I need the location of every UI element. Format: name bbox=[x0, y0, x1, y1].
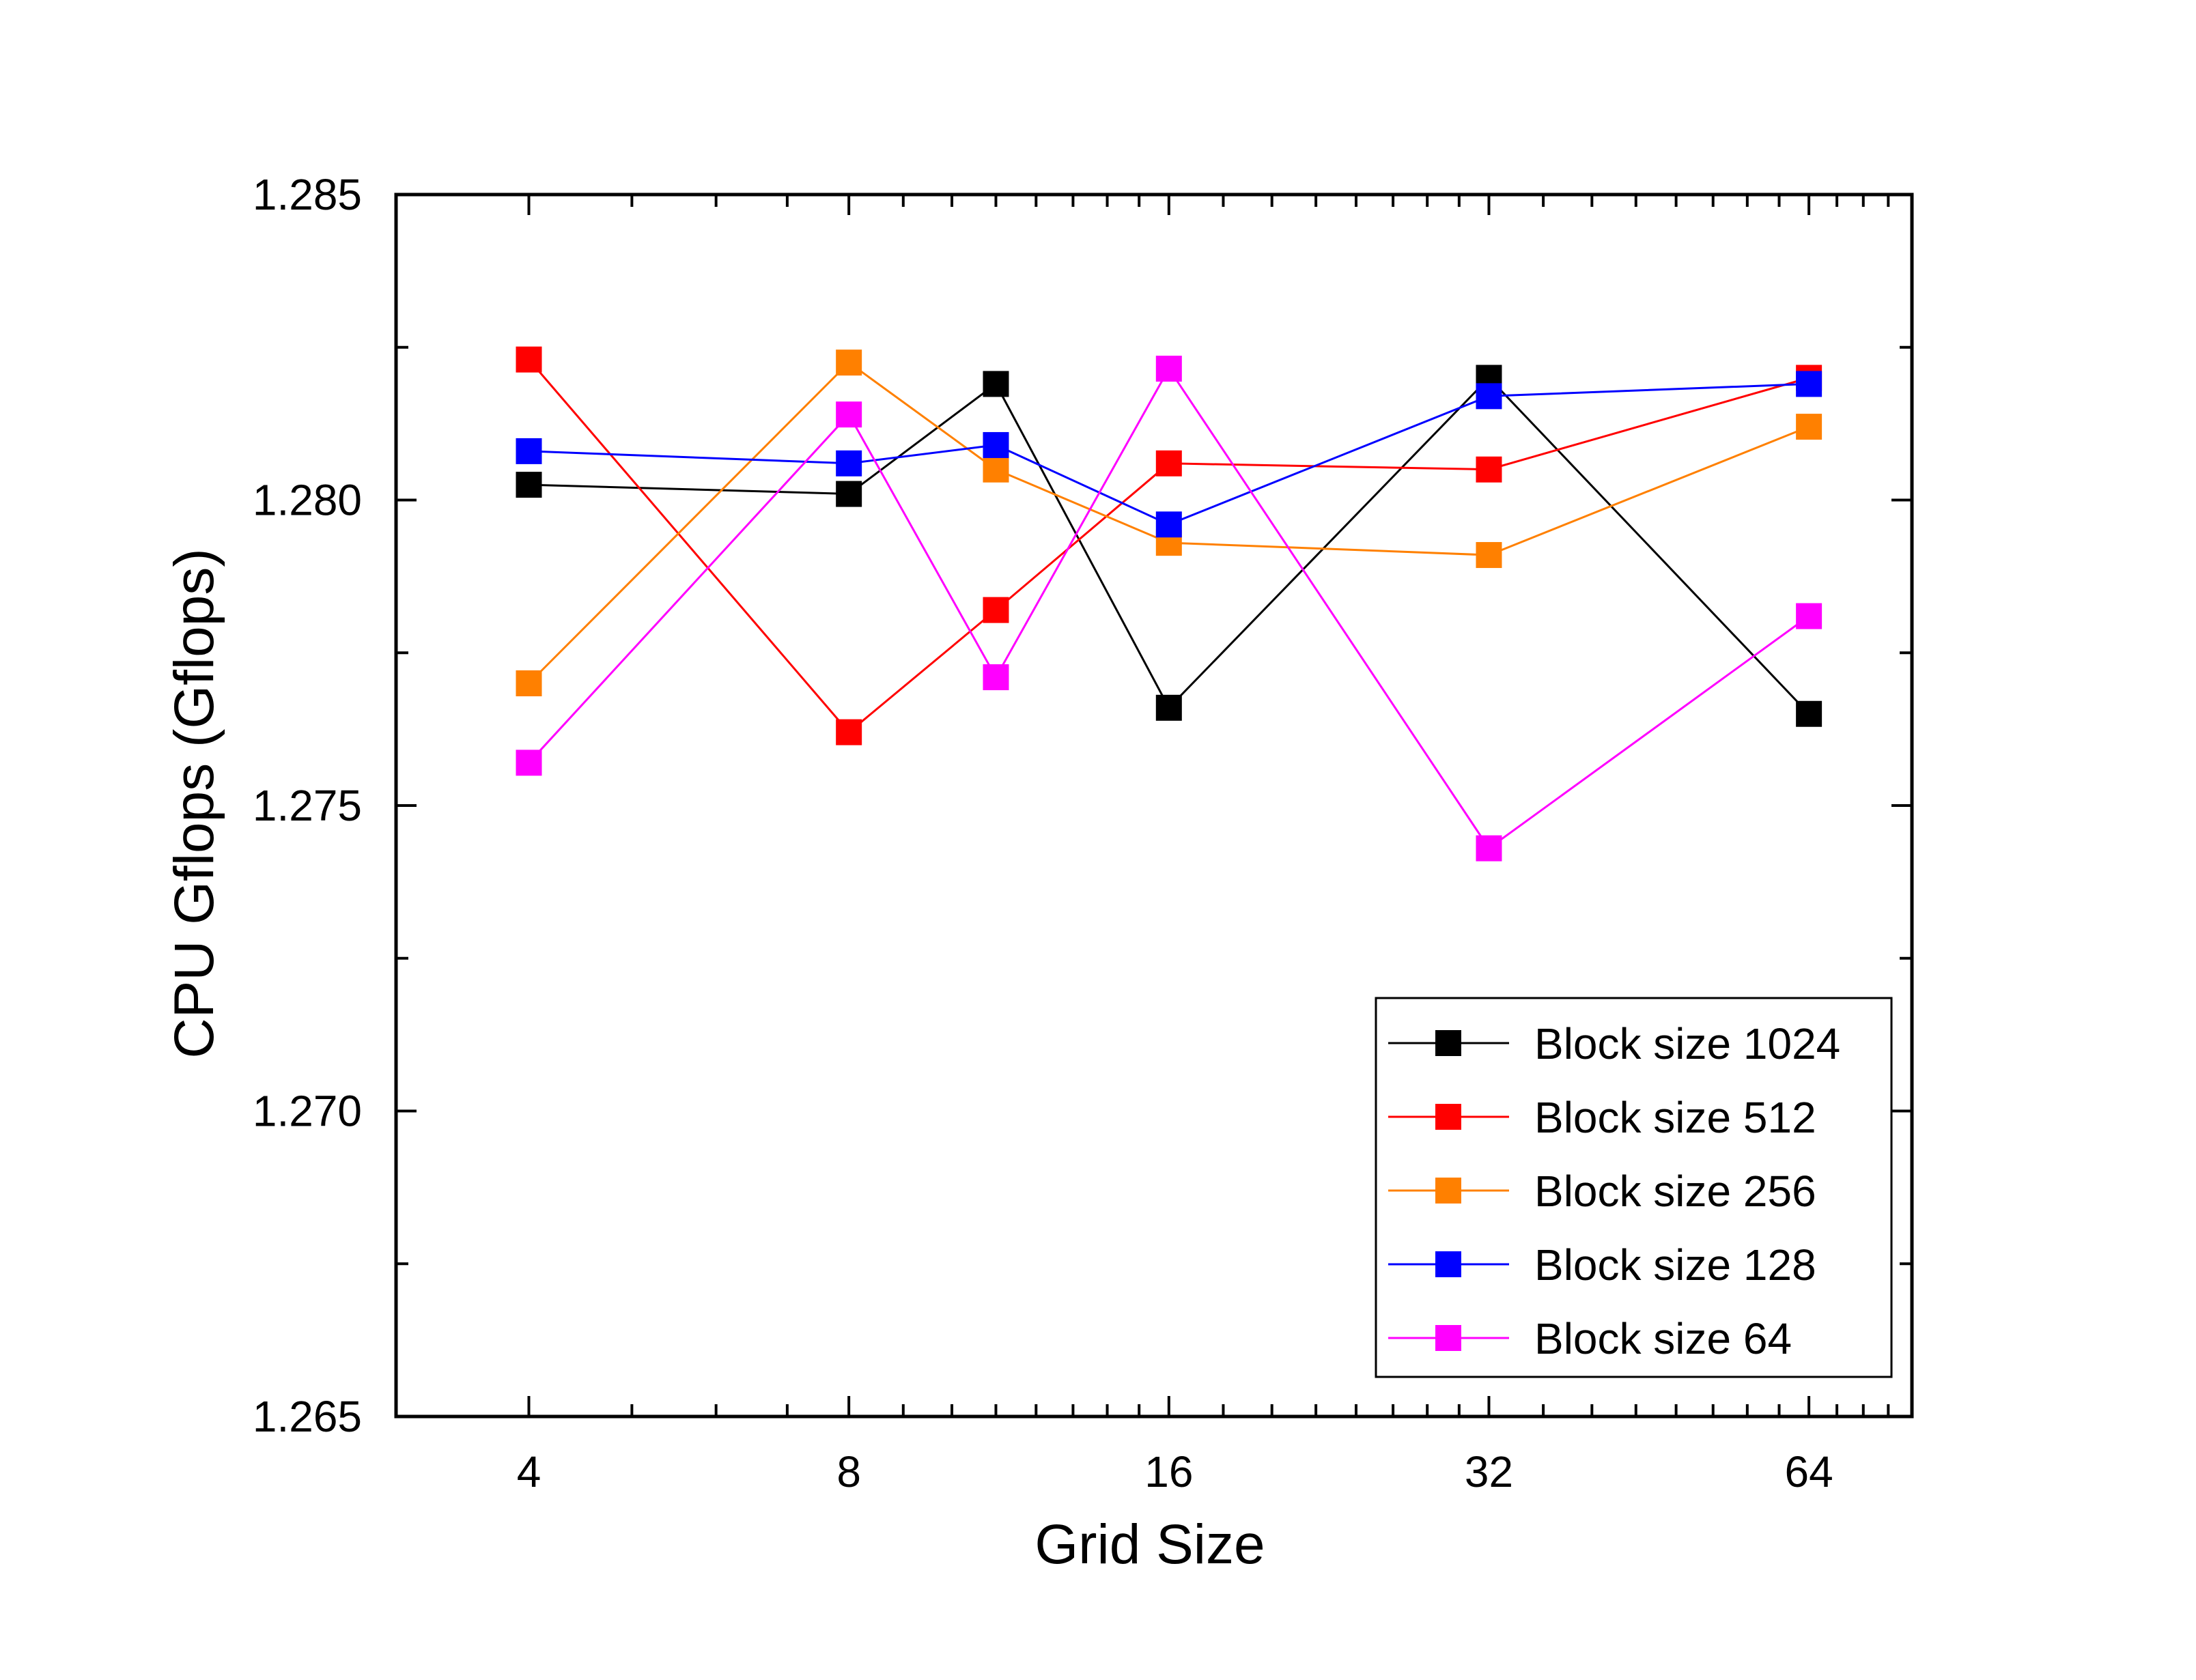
y-axis-title: CPU Gflops (Gflops) bbox=[163, 548, 225, 1058]
x-axis-ticks bbox=[527, 195, 1890, 1416]
plot-series-markers bbox=[516, 346, 1822, 862]
legend-label: Block size 512 bbox=[1534, 1093, 1816, 1142]
x-tick-label: 4 bbox=[517, 1447, 541, 1496]
data-point bbox=[1796, 371, 1822, 397]
data-point bbox=[836, 481, 862, 507]
y-tick-label: 1.280 bbox=[253, 476, 362, 525]
y-tick-label: 1.270 bbox=[253, 1087, 362, 1136]
data-point bbox=[1796, 700, 1822, 727]
data-point bbox=[1155, 511, 1182, 538]
data-point bbox=[1155, 694, 1182, 721]
legend-label: Block size 1024 bbox=[1534, 1019, 1840, 1068]
series-line bbox=[529, 382, 1810, 526]
series-line bbox=[528, 361, 1810, 685]
data-point bbox=[1796, 414, 1822, 440]
data-point bbox=[516, 346, 542, 373]
x-tick-label: 64 bbox=[1785, 1447, 1833, 1496]
data-point bbox=[1155, 450, 1182, 476]
y-tick-label: 1.285 bbox=[253, 170, 362, 219]
series-line bbox=[528, 367, 1810, 850]
y-tick-label: 1.265 bbox=[253, 1392, 362, 1441]
data-point bbox=[516, 472, 542, 498]
data-point bbox=[516, 438, 542, 464]
data-point bbox=[983, 597, 1009, 623]
data-point bbox=[1476, 835, 1502, 862]
data-point bbox=[836, 450, 862, 476]
data-point bbox=[516, 750, 542, 776]
legend-label: Block size 64 bbox=[1534, 1314, 1792, 1363]
data-point bbox=[836, 350, 862, 376]
data-point bbox=[1796, 603, 1822, 629]
legend-swatch-marker bbox=[1435, 1178, 1461, 1204]
y-axis-ticks bbox=[396, 193, 1912, 1418]
x-tick-label: 8 bbox=[836, 1447, 861, 1496]
series-line bbox=[528, 358, 1810, 734]
series-line bbox=[529, 376, 1810, 715]
data-point bbox=[983, 371, 1009, 397]
legend: Block size 1024 Block size 512 Block size … bbox=[1375, 997, 1893, 1378]
legend-label: Block size 128 bbox=[1534, 1240, 1816, 1290]
data-point bbox=[516, 670, 542, 696]
legend-swatch-marker bbox=[1435, 1251, 1461, 1277]
data-point bbox=[1476, 456, 1502, 483]
data-point bbox=[983, 664, 1009, 691]
data-point bbox=[983, 456, 1009, 483]
x-tick-label: 32 bbox=[1465, 1447, 1513, 1496]
legend-swatch-marker bbox=[1435, 1104, 1461, 1130]
data-point bbox=[1476, 542, 1502, 569]
legend-box bbox=[1375, 997, 1893, 1378]
data-point bbox=[836, 401, 862, 428]
x-axis-title: Grid Size bbox=[1034, 1513, 1265, 1576]
y-tick-label: 1.275 bbox=[253, 781, 362, 830]
x-axis-tick-labels: 4 8 16 32 64 bbox=[517, 1447, 1833, 1496]
x-tick-label: 16 bbox=[1144, 1447, 1193, 1496]
legend-swatch-marker bbox=[1435, 1325, 1461, 1351]
legend-label: Block size 256 bbox=[1534, 1167, 1816, 1216]
plot-series-lines bbox=[528, 358, 1810, 850]
data-point bbox=[1476, 383, 1502, 410]
data-point bbox=[983, 431, 1009, 458]
data-point bbox=[1155, 356, 1182, 382]
y-axis-tick-labels: 1.265 1.270 1.275 1.280 1.285 bbox=[253, 170, 362, 1441]
legend-swatch-marker bbox=[1435, 1030, 1461, 1056]
data-point bbox=[836, 719, 862, 745]
